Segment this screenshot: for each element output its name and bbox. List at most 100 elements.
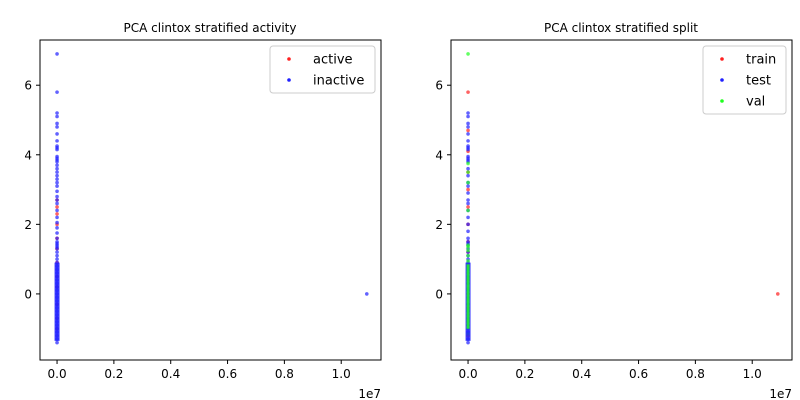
scatter-point-test	[466, 215, 470, 220]
x-tick-label: 0.0	[48, 367, 67, 381]
x-offset-label: 1e7	[358, 387, 381, 400]
scatter-point-inactive	[55, 226, 59, 230]
scatter-point-val	[466, 248, 470, 253]
scatter-point-inactive	[55, 111, 59, 115]
scatter-point-val	[466, 245, 470, 249]
scatter-point-inactive	[55, 170, 59, 174]
scatter-point-val	[466, 170, 470, 174]
legend-label-inactive: inactive	[313, 74, 364, 89]
scatter-point-inactive	[55, 189, 59, 194]
scatter-point-inactive	[55, 201, 59, 206]
scatter-point-train	[466, 187, 470, 192]
scatter-point-test	[466, 173, 470, 178]
scatter-point-active	[55, 205, 59, 209]
legend-label-val: val	[746, 95, 765, 110]
x-tick-label: 0.8	[686, 367, 705, 381]
legend-box	[702, 45, 787, 115]
scatter-point-train	[466, 205, 470, 209]
x-tick-label: 0.8	[275, 367, 294, 381]
scatter-point-inactive	[55, 257, 59, 261]
y-tick-label: 6	[24, 79, 32, 93]
y-tick-label: 0	[24, 287, 32, 301]
x-ticks-split: 0.0 0.2 0.4 0.6 0.8 1.0	[459, 360, 762, 381]
scatter-point-val	[466, 208, 470, 213]
scatter-point-test	[466, 222, 470, 227]
scatter-point-inactive	[55, 52, 59, 56]
x-tick-label: 0.4	[572, 367, 591, 381]
x-tick-label: 0.0	[459, 367, 478, 381]
x-ticks-activity: 0.0 0.2 0.4 0.6 0.8 1.0	[48, 360, 351, 381]
scatter-point-inactive	[55, 114, 59, 119]
scatter-point-inactive	[55, 340, 59, 345]
plot-frame	[39, 39, 382, 361]
scatter-point-inactive	[55, 220, 59, 225]
scatter-point-inactive	[364, 292, 369, 296]
legend-box	[269, 45, 376, 94]
scatter-point-inactive	[55, 132, 59, 136]
scatter-point-inactive	[55, 180, 59, 185]
scatter-point-test	[466, 111, 470, 115]
legend-activity: active inactive	[269, 45, 376, 94]
scatter-point-test	[466, 184, 470, 188]
legend-label-train: train	[746, 53, 776, 68]
scatter-point-val	[466, 259, 470, 263]
x-tick-label: 0.6	[629, 367, 648, 381]
plot-frame	[450, 39, 793, 361]
plot-marks-activity	[54, 52, 369, 345]
scatter-point-val	[466, 52, 470, 56]
plot-marks-split	[465, 52, 780, 345]
scatter-point-inactive	[55, 208, 59, 213]
scatter-point-inactive	[55, 177, 59, 181]
scatter-point-inactive	[55, 184, 59, 188]
scatter-point-inactive	[55, 90, 59, 94]
x-offset-label: 1e7	[769, 387, 792, 400]
scatter-point-test	[466, 121, 470, 126]
scatter-point-val	[466, 161, 470, 166]
legend-marker-active	[287, 57, 291, 61]
y-ticks-split: 0 2 4 6	[435, 79, 451, 301]
scatter-point-test	[466, 139, 470, 143]
chart-title: PCA clintox stratified split	[544, 21, 698, 35]
scatter-point-inactive	[55, 173, 59, 178]
x-tick-label: 0.2	[515, 367, 534, 381]
legend-split: train test val	[702, 45, 787, 115]
legend-marker-inactive	[287, 78, 291, 82]
dense-point-cluster-val	[466, 264, 470, 329]
scatter-point-val	[466, 180, 470, 185]
scatter-point-inactive	[55, 231, 59, 235]
scatter-point-test	[466, 147, 470, 152]
scatter-point-test	[466, 166, 470, 171]
scatter-point-test	[466, 236, 470, 241]
scatter-point-inactive	[55, 147, 59, 152]
scatter-point-val	[466, 253, 470, 258]
scatter-point-train	[466, 90, 470, 94]
x-tick-label: 0.4	[161, 367, 180, 381]
legend-marker-test	[720, 78, 724, 82]
scatter-point-inactive	[55, 139, 59, 143]
scatter-point-test	[466, 229, 470, 234]
legend-marker-train	[720, 57, 724, 61]
y-tick-label: 2	[24, 218, 32, 232]
subplot-split: PCA clintox stratified split 0.0 0.2 0.4 0.…	[435, 21, 793, 400]
x-tick-label: 0.6	[218, 367, 237, 381]
scatter-point-inactive	[55, 246, 59, 251]
dense-point-cluster	[54, 262, 60, 341]
legend-marker-val	[720, 99, 724, 103]
x-tick-label: 1.0	[332, 367, 351, 381]
scatter-point-inactive	[55, 253, 59, 258]
scatter-point-test	[466, 191, 470, 195]
y-tick-label: 0	[435, 287, 443, 301]
x-tick-label: 0.2	[104, 367, 123, 381]
legend-label-test: test	[746, 74, 771, 89]
y-tick-label: 4	[24, 148, 32, 162]
scatter-point-test	[466, 132, 470, 136]
scatter-point-inactive	[55, 250, 59, 254]
y-tick-label: 4	[435, 148, 443, 162]
chart-title: PCA clintox stratified activity	[124, 21, 297, 35]
scatter-point-inactive	[55, 236, 59, 241]
scatter-point-test	[466, 114, 470, 119]
scatter-point-test	[466, 201, 470, 206]
scatter-point-inactive	[55, 121, 59, 126]
